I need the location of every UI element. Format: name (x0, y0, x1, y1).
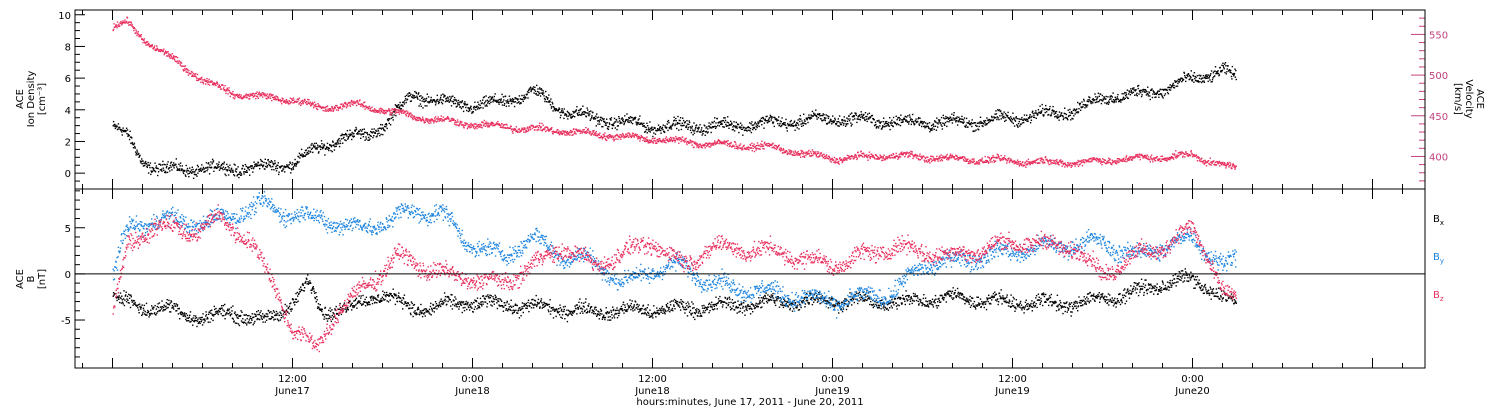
legend-label: By (1433, 252, 1444, 265)
top-right-axis: 400 450 500 550 (1411, 9, 1448, 182)
xtick-time-label: 0:00 (461, 374, 483, 385)
bottom-left-axis: -5 0 5 (61, 190, 85, 358)
by-points (112, 191, 1237, 319)
xtick-time-label: 12:00 (278, 374, 307, 385)
xtick-date-label: June19 (814, 386, 850, 397)
xtick-date-label: June19 (994, 386, 1030, 397)
top-ytick-right-label: 400 (1429, 152, 1448, 163)
top-ytick-label: 4 (65, 106, 71, 117)
bx-points (112, 268, 1237, 328)
top-ytick-label: 0 (65, 169, 71, 180)
top-ylabel: ACEIon Density[cm⁻³] (15, 71, 48, 128)
bottom-points (112, 191, 1237, 353)
xtick-date-label: June20 (1174, 386, 1210, 397)
top-ytick-right-label: 550 (1429, 30, 1448, 41)
top-ytick-label: 10 (58, 11, 71, 22)
top-points (112, 16, 1237, 179)
top-ytick-label: 6 (65, 74, 71, 85)
top-x-ticks (82, 10, 1403, 189)
top-panel: 0 2 4 6 8 10 400 450 500 550 ACEIon Density[cm⁻³… (15, 9, 1485, 190)
xtick-time-label: 0:00 (821, 374, 843, 385)
xtick-time-label: 0:00 (1181, 374, 1203, 385)
xtick-date-label: June18 (454, 386, 490, 397)
bottom-panel-frame (74, 188, 1426, 369)
velocity-points (112, 16, 1237, 170)
bottom-x-ticks (82, 189, 1403, 368)
bottom-ytick-label: 0 (65, 270, 71, 281)
x-axis-title: hours:minutes, June 17, 2011 - June 20, … (636, 397, 863, 408)
bottom-ylabel: ACEB[nT] (15, 269, 48, 289)
bottom-panel: -5 0 5 ACEB[nT] Bx By Bz (15, 188, 1444, 369)
top-ylabel-right: ACEVelocity[km/s] (1452, 79, 1485, 118)
bottom-legend: Bx By Bz (1433, 214, 1444, 303)
density-points (112, 62, 1237, 179)
xtick-date-label: June18 (634, 386, 670, 397)
bottom-ytick-label: 5 (65, 224, 71, 235)
top-ytick-label: 8 (65, 42, 71, 53)
top-ytick-label: 2 (65, 137, 71, 148)
x-tick-labels: 12:00June170:00June1812:00June180:00June… (274, 374, 1210, 397)
top-ytick-right-label: 450 (1429, 112, 1448, 123)
legend-label: Bx (1433, 214, 1444, 227)
bz-points (112, 204, 1237, 353)
xtick-time-label: 12:00 (998, 374, 1027, 385)
top-ytick-right-label: 500 (1429, 71, 1448, 82)
bottom-ytick-label: -5 (61, 316, 71, 327)
legend-label: Bz (1433, 290, 1444, 303)
xtick-date-label: June17 (274, 386, 310, 397)
xtick-time-label: 12:00 (638, 374, 667, 385)
